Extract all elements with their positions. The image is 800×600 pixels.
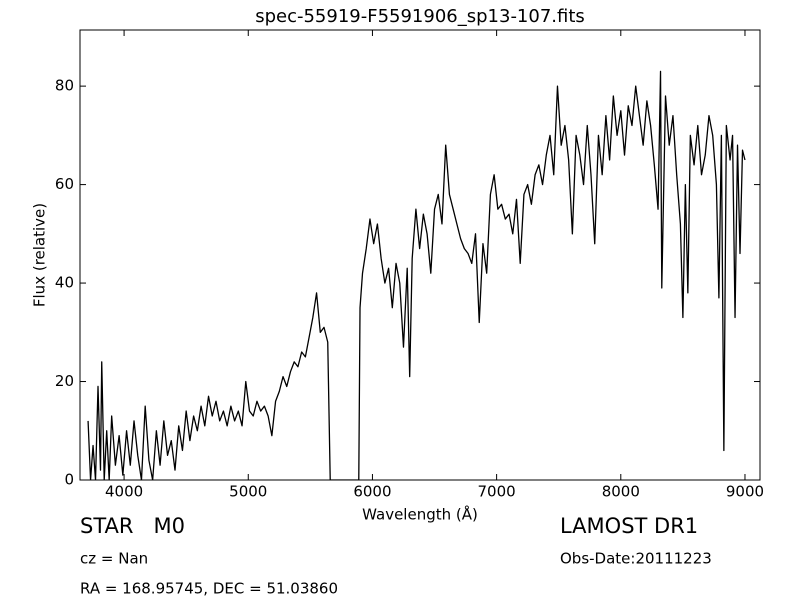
x-tick-label: 9000 bbox=[726, 483, 764, 501]
chart-title: spec-55919-F5591906_sp13-107.fits bbox=[255, 6, 585, 27]
obs-date: Obs-Date:20111223 bbox=[560, 550, 712, 568]
redshift-note: cz = Nan bbox=[80, 550, 148, 568]
plot-frame bbox=[79, 29, 761, 481]
y-tick-label: 80 bbox=[55, 77, 74, 95]
x-tick-label: 8000 bbox=[602, 483, 640, 501]
x-axis-label: Wavelength (Å) bbox=[362, 505, 478, 524]
spectrum-line bbox=[87, 70, 746, 480]
y-tick-label: 60 bbox=[55, 175, 74, 193]
x-tick-label: 7000 bbox=[478, 483, 516, 501]
x-tick-label: 6000 bbox=[353, 483, 391, 501]
coordinates: RA = 168.95745, DEC = 51.03860 bbox=[80, 580, 338, 598]
x-tick-label: 5000 bbox=[229, 483, 267, 501]
x-tick-label: 4000 bbox=[105, 483, 143, 501]
y-tick-label: 40 bbox=[55, 274, 74, 292]
y-axis-label: Flux (relative) bbox=[31, 203, 49, 307]
y-tick-label: 20 bbox=[55, 372, 74, 390]
survey-name: LAMOST DR1 bbox=[560, 514, 698, 538]
object-class: STAR M0 bbox=[80, 514, 185, 538]
y-tick-label: 0 bbox=[64, 471, 74, 489]
